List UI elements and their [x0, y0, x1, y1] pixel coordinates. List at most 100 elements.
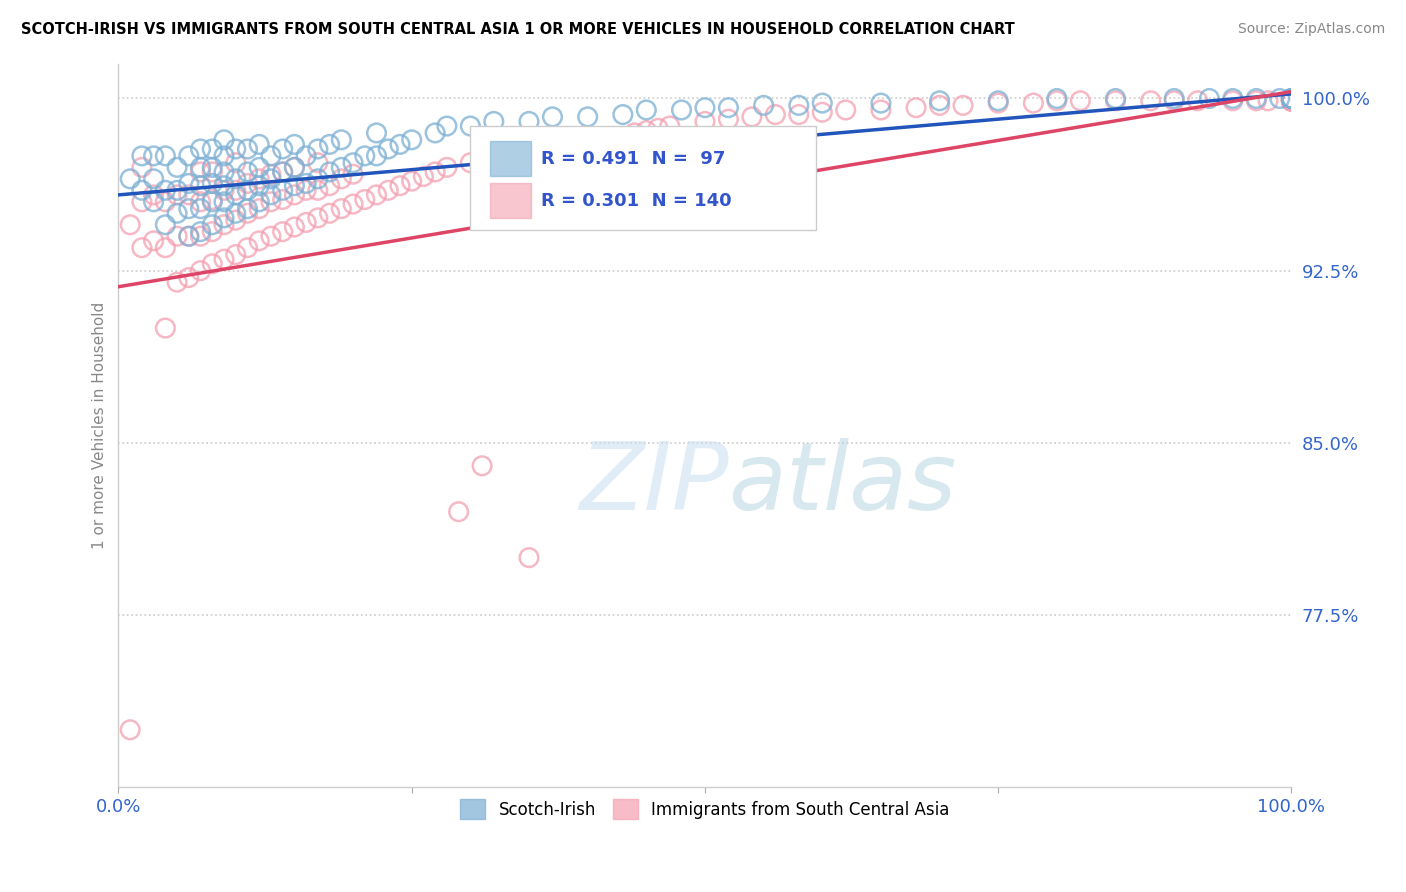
Point [1281, 94, 1303, 108]
Point [155, 194, 177, 209]
Point [342, 197, 364, 211]
FancyBboxPatch shape [491, 142, 531, 176]
Point [1281, 94, 1303, 108]
Point [236, 241, 259, 255]
Point [201, 194, 224, 209]
Point [166, 229, 188, 244]
Point [201, 165, 224, 179]
Point [283, 137, 305, 152]
Point [1281, 94, 1303, 108]
Point [600, 133, 623, 147]
Point [1281, 94, 1303, 108]
Point [1281, 94, 1303, 108]
Point [190, 142, 212, 156]
Point [131, 241, 153, 255]
Point [318, 178, 340, 193]
Point [307, 183, 329, 197]
Point [1281, 94, 1303, 108]
Point [1281, 94, 1303, 108]
Point [693, 114, 716, 128]
Point [366, 126, 388, 140]
Point [412, 169, 434, 184]
Point [120, 171, 142, 186]
Point [212, 149, 235, 163]
Text: ZIP: ZIP [579, 438, 728, 529]
Point [905, 101, 928, 115]
Point [307, 211, 329, 225]
Point [155, 183, 177, 197]
Point [1281, 94, 1303, 108]
Point [271, 142, 294, 156]
Point [1198, 91, 1220, 105]
Point [283, 161, 305, 175]
Point [1281, 94, 1303, 108]
Point [366, 188, 388, 202]
Point [131, 161, 153, 175]
Point [1281, 94, 1303, 108]
Point [142, 188, 165, 202]
Point [1163, 91, 1185, 105]
Point [247, 234, 270, 248]
Point [1281, 94, 1303, 108]
Point [1281, 94, 1303, 108]
Point [166, 183, 188, 197]
Point [307, 171, 329, 186]
Text: R = 0.491  N =  97: R = 0.491 N = 97 [541, 150, 725, 168]
Point [1281, 94, 1303, 108]
Text: SCOTCH-IRISH VS IMMIGRANTS FROM SOUTH CENTRAL ASIA 1 OR MORE VEHICLES IN HOUSEHO: SCOTCH-IRISH VS IMMIGRANTS FROM SOUTH CE… [21, 22, 1015, 37]
Point [131, 194, 153, 209]
Point [190, 263, 212, 277]
Point [225, 213, 247, 227]
Point [1281, 94, 1303, 108]
Point [201, 218, 224, 232]
Point [1222, 94, 1244, 108]
Point [987, 94, 1010, 108]
Point [260, 194, 283, 209]
Point [1281, 94, 1303, 108]
Point [271, 225, 294, 239]
Point [870, 96, 893, 111]
Point [212, 252, 235, 267]
Point [212, 183, 235, 197]
Point [1281, 91, 1303, 105]
Point [1281, 94, 1303, 108]
Point [553, 139, 575, 153]
Point [190, 178, 212, 193]
Point [260, 167, 283, 181]
Point [271, 193, 294, 207]
Point [190, 225, 212, 239]
Point [1281, 94, 1303, 108]
Point [1281, 94, 1303, 108]
Point [1246, 94, 1268, 108]
Point [247, 161, 270, 175]
Point [225, 206, 247, 220]
Point [236, 177, 259, 191]
Point [425, 165, 447, 179]
Point [295, 215, 318, 229]
Point [717, 112, 740, 127]
Point [541, 142, 564, 156]
Point [506, 146, 529, 161]
Point [1281, 94, 1303, 108]
Point [342, 167, 364, 181]
Point [212, 165, 235, 179]
Point [1281, 91, 1303, 105]
Point [471, 458, 494, 473]
Point [177, 229, 200, 244]
Point [212, 194, 235, 209]
Point [142, 149, 165, 163]
Point [952, 98, 974, 112]
Point [1281, 94, 1303, 108]
Point [671, 103, 693, 117]
Point [225, 183, 247, 197]
Point [342, 155, 364, 169]
Point [225, 188, 247, 202]
Point [1139, 94, 1161, 108]
Point [460, 119, 482, 133]
Point [353, 149, 375, 163]
Point [271, 165, 294, 179]
Point [1281, 94, 1303, 108]
Point [201, 177, 224, 191]
Point [1104, 91, 1126, 105]
Point [177, 149, 200, 163]
